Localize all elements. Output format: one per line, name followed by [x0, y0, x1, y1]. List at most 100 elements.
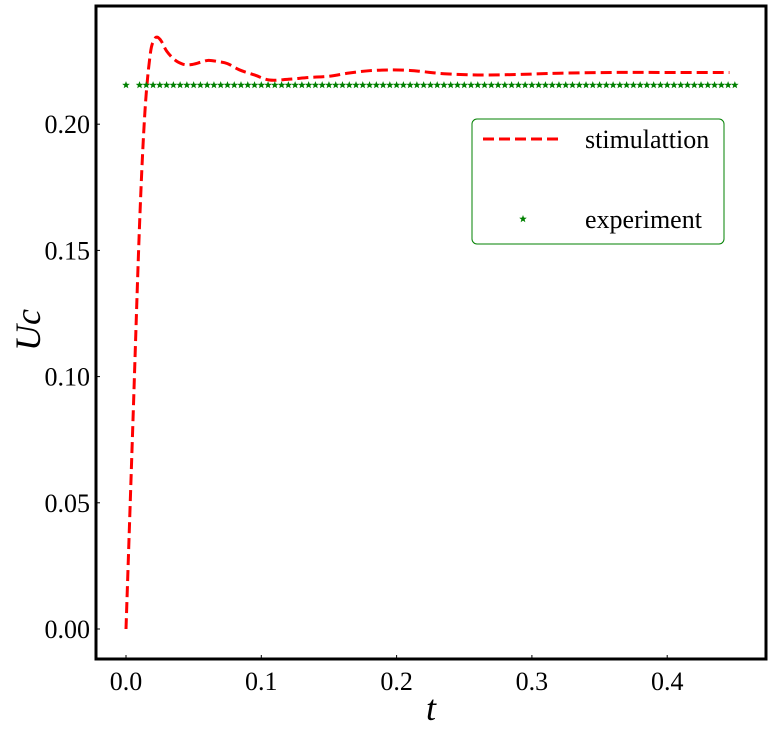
experiment-star-marker: [595, 81, 604, 89]
experiment-star-marker: [264, 81, 272, 89]
x-tick-label: 0.3: [516, 667, 549, 696]
legend-experiment-label: experiment: [585, 205, 703, 234]
legend-stimulattion-label: stimulattion: [585, 125, 709, 154]
experiment-star-marker: [399, 81, 408, 89]
experiment-star-marker: [629, 81, 638, 89]
experiment-star-marker: [676, 81, 685, 89]
experiment-star-marker: [534, 81, 543, 89]
experiment-star-marker: [135, 81, 144, 89]
x-tick-label: 0.0: [110, 667, 143, 696]
experiment-star-marker: [507, 81, 516, 89]
experiment-star-marker: [467, 81, 475, 89]
axes-frame: [94, 4, 768, 661]
experiment-star-marker: [291, 81, 299, 89]
experiment-star-marker: [392, 81, 401, 89]
series-stimulattion-line: [124, 35, 730, 630]
experiment-star-marker: [724, 81, 732, 89]
legend-box: [471, 118, 725, 245]
experiment-star-marker: [609, 81, 617, 89]
experiment-star-marker: [440, 81, 448, 89]
experiment-star-marker: [257, 81, 266, 89]
experiment-star-marker: [555, 81, 563, 89]
experiment-star-marker: [223, 81, 232, 89]
experiment-star-marker: [622, 81, 631, 89]
experiment-star-marker: [345, 81, 354, 89]
experiment-star-marker: [697, 81, 705, 89]
experiment-star-marker: [582, 81, 590, 89]
experiment-star-marker: [690, 81, 699, 89]
experiment-star-marker: [446, 81, 455, 89]
experiment-star-marker: [372, 81, 381, 89]
experiment-star-marker: [413, 81, 421, 89]
experiment-star-marker: [487, 81, 496, 89]
experiment-star-marker: [494, 81, 502, 89]
experiment-star-marker: [183, 81, 191, 89]
experiment-star-marker: [379, 81, 387, 89]
experiment-star-marker: [521, 81, 529, 89]
experiment-star-marker: [636, 81, 644, 89]
y-tick-label: 0.10: [45, 363, 91, 392]
experiment-star-marker: [237, 81, 245, 89]
experiment-star-marker: [616, 81, 624, 89]
y-axis-label: Uc: [8, 309, 48, 351]
experiment-star-marker: [311, 81, 320, 89]
experiment-star-marker: [352, 81, 360, 89]
experiment-star-marker: [717, 81, 726, 89]
experiment-star-marker: [358, 81, 367, 89]
experiment-star-marker: [142, 81, 151, 89]
experiment-star-marker: [670, 81, 678, 89]
experiment-star-marker: [406, 81, 414, 89]
experiment-star-marker: [284, 81, 293, 89]
experiment-star-marker: [210, 81, 218, 89]
experiment-star-marker: [480, 81, 489, 89]
experiment-star-marker: [318, 81, 326, 89]
experiment-star-marker: [602, 81, 611, 89]
experiment-star-marker: [149, 81, 157, 89]
x-axis-label: t: [426, 688, 437, 728]
y-tick-label: 0.00: [45, 615, 91, 644]
x-tick-label: 0.1: [245, 667, 278, 696]
y-tick-label: 0.15: [45, 236, 91, 265]
experiment-star-marker: [649, 81, 658, 89]
experiment-star-marker: [176, 81, 184, 89]
experiment-star-marker: [568, 81, 577, 89]
experiment-star-marker: [501, 81, 509, 89]
experiment-star-marker: [548, 81, 556, 89]
experiment-star-marker: [683, 81, 692, 89]
experiment-star-marker: [203, 81, 211, 89]
x-tick-label: 0.2: [380, 667, 413, 696]
experiment-star-marker: [338, 81, 347, 89]
experiment-star-marker: [325, 81, 333, 89]
series-layer: [122, 35, 739, 630]
y-tick-label: 0.20: [45, 110, 91, 139]
experiment-star-marker: [298, 81, 306, 89]
experiment-star-marker: [588, 81, 597, 89]
experiment-star-marker: [122, 81, 130, 89]
experiment-star-marker: [156, 81, 164, 89]
experiment-star-marker: [703, 81, 712, 89]
experiment-star-marker: [271, 81, 279, 89]
y-tick-label: 0.05: [45, 489, 91, 518]
legend: stimulattion experiment: [471, 118, 725, 245]
experiment-star-marker: [304, 81, 313, 89]
experiment-star-marker: [162, 81, 171, 89]
experiment-star-marker: [731, 81, 739, 89]
experiment-star-marker: [419, 81, 428, 89]
experiment-star-marker: [250, 81, 259, 89]
experiment-star-marker: [663, 81, 671, 89]
experiment-star-marker: [710, 81, 719, 89]
experiment-star-marker: [386, 81, 394, 89]
experiment-star-marker: [514, 81, 523, 89]
experiment-star-marker: [230, 81, 239, 89]
experiment-star-marker: [365, 81, 374, 89]
experiment-star-marker: [643, 81, 651, 89]
series-experiment-markers: [122, 81, 739, 89]
ticks-layer: 0.0 0.1 0.2 0.3 0.4 0.00 0.05 0.10 0.15 0.20: [45, 110, 684, 696]
experiment-star-marker: [433, 81, 441, 89]
experiment-star-marker: [460, 81, 469, 89]
experiment-star-marker: [169, 81, 178, 89]
experiment-star-marker: [575, 81, 584, 89]
experiment-star-marker: [561, 81, 570, 89]
experiment-star-marker: [216, 81, 225, 89]
